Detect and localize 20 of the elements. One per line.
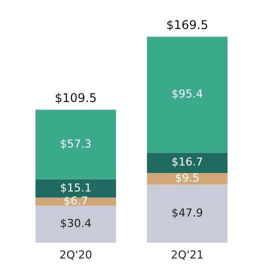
data-label: $15.1 — [60, 181, 92, 194]
data-label: $16.7 — [172, 156, 203, 169]
bar — [146, 184, 228, 243]
data-label: $47.9 — [172, 206, 203, 220]
x-tick-label: 2Q'21 — [170, 248, 204, 262]
data-label: $6.7 — [64, 194, 88, 208]
bar — [35, 110, 116, 180]
total-label: $109.5 — [54, 90, 97, 105]
data-label: $57.3 — [60, 137, 92, 150]
bar — [35, 206, 116, 243]
data-label: $9.5 — [175, 172, 200, 185]
bar — [146, 36, 228, 153]
x-tick-label: 2Q'20 — [59, 248, 92, 262]
data-label: $95.4 — [172, 88, 203, 101]
data-label: $30.4 — [60, 217, 92, 230]
bar — [146, 173, 228, 185]
total-label: $169.5 — [166, 18, 208, 32]
bar — [146, 152, 228, 174]
bar — [35, 179, 116, 198]
bar — [35, 198, 116, 206]
